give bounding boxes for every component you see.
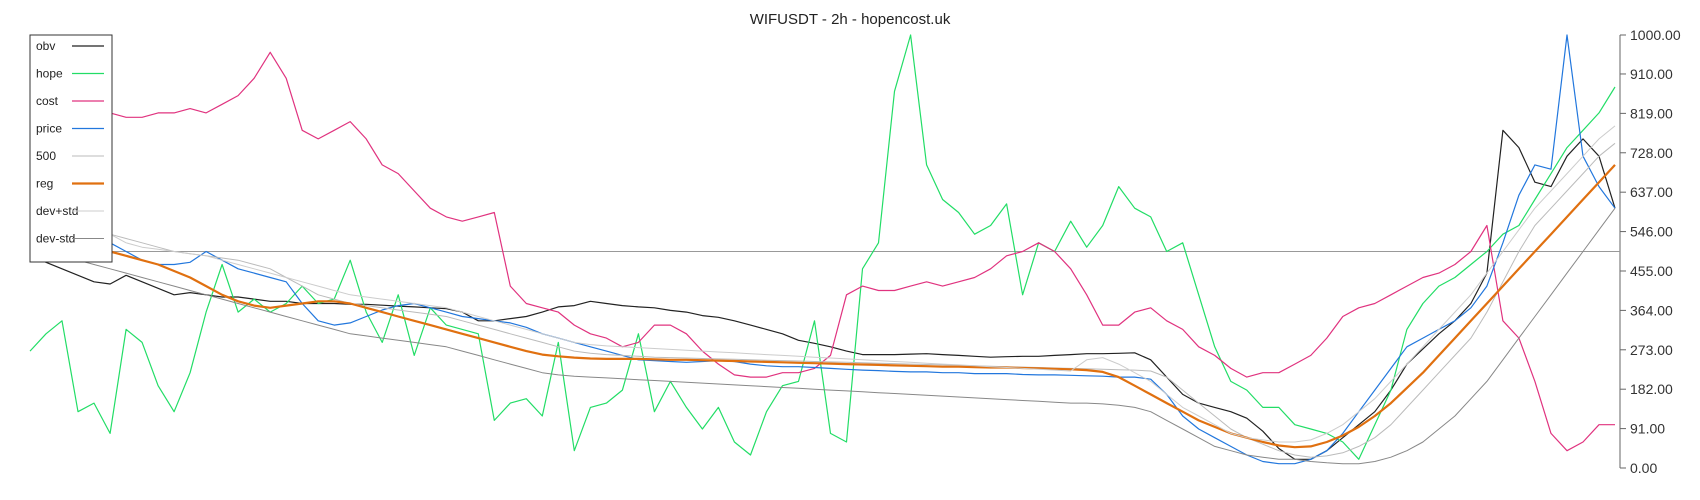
legend-label: reg [36, 177, 53, 191]
y-tick-label: 0.00 [1630, 460, 1657, 476]
y-axis-ticks: 0.00 91.00 182.00 273.00 364.00 455.00 546.00 6… [1620, 27, 1681, 476]
legend-box [29, 34, 113, 263]
series-line-dev-std [29, 207, 1616, 465]
y-tick-label: 546.00 [1630, 224, 1673, 240]
series-line-price [29, 34, 1616, 465]
legend-label: price [36, 122, 62, 136]
legend-label: cost [36, 94, 59, 108]
series-line-dev-std [29, 125, 1616, 443]
y-tick-label: 91.00 [1630, 421, 1665, 437]
legend: obv hope cost price 500 reg dev+std dev-std [29, 34, 113, 263]
y-tick-label: 637.00 [1630, 184, 1673, 200]
legend-label: hope [36, 67, 63, 81]
y-tick-label: 728.00 [1630, 145, 1673, 161]
legend-label: dev+std [36, 204, 78, 218]
series-line-hope [29, 34, 1616, 460]
legend-label: dev-std [36, 232, 75, 246]
legend-label: obv [36, 39, 55, 53]
series-line-500 [29, 142, 1616, 458]
y-tick-label: 273.00 [1630, 342, 1673, 358]
y-tick-label: 1000.00 [1630, 27, 1681, 43]
legend-items: obv hope cost price 500 reg dev+std dev-std [36, 39, 104, 246]
y-tick-label: 910.00 [1630, 66, 1673, 82]
series-line-reg [29, 164, 1616, 449]
series-lines [29, 34, 1616, 465]
series-line-obv [29, 129, 1616, 460]
chart-title: WIFUSDT - 2h - hopencost.uk [750, 11, 951, 28]
legend-label: 500 [36, 149, 56, 163]
plot-area: 0.00 91.00 182.00 273.00 364.00 455.00 546.00 6… [29, 27, 1681, 476]
y-tick-label: 819.00 [1630, 105, 1673, 121]
y-tick-label: 455.00 [1630, 263, 1673, 279]
y-tick-label: 364.00 [1630, 302, 1673, 318]
y-tick-label: 182.00 [1630, 381, 1673, 397]
